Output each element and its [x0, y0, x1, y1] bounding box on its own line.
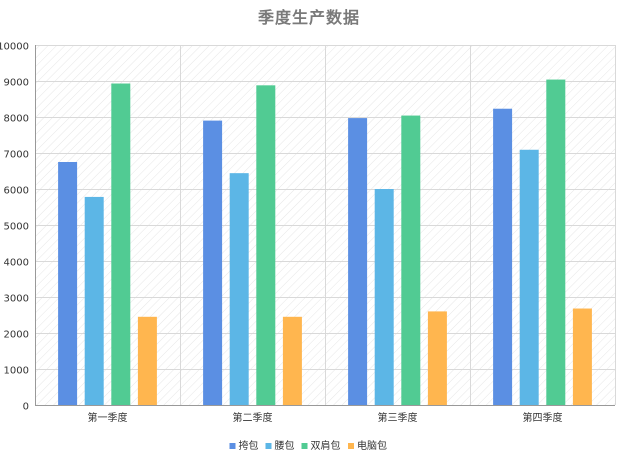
- y-tick-label: 7000: [4, 150, 29, 161]
- y-tick-label: 1000: [4, 366, 29, 377]
- x-tick-label: 第三季度: [378, 411, 418, 424]
- y-tick-label: 3000: [4, 294, 29, 305]
- y-tick-label: 6000: [4, 186, 29, 197]
- bar[interactable]: [546, 79, 566, 405]
- y-tick-label: 0: [23, 402, 29, 413]
- legend-label: 双肩包: [311, 439, 341, 452]
- legend-label: 挎包: [239, 439, 259, 452]
- legend-swatch: [229, 443, 236, 449]
- legend-item[interactable]: 电脑包: [348, 439, 387, 452]
- bar[interactable]: [519, 149, 539, 405]
- bar[interactable]: [111, 83, 131, 406]
- bar[interactable]: [348, 118, 368, 405]
- legend-item[interactable]: 双肩包: [301, 439, 341, 452]
- y-tick-label: 4000: [4, 258, 29, 269]
- bar[interactable]: [256, 85, 276, 405]
- bar[interactable]: [203, 120, 223, 405]
- x-tick-label: 第二季度: [233, 411, 273, 424]
- y-tick-label: 2000: [4, 330, 29, 341]
- chart-title: 季度生产数据: [257, 8, 360, 27]
- bars: [58, 79, 592, 406]
- bar[interactable]: [58, 162, 78, 405]
- bar[interactable]: [401, 115, 421, 405]
- legend[interactable]: 挎包 腰包 双肩包 电脑包: [229, 439, 388, 452]
- bar[interactable]: [572, 308, 592, 405]
- x-tick-label: 第四季度: [523, 411, 563, 424]
- bar[interactable]: [84, 196, 104, 405]
- bar[interactable]: [282, 316, 302, 405]
- bar[interactable]: [374, 189, 394, 405]
- y-tick-label: 9000: [4, 78, 29, 89]
- bar[interactable]: [137, 316, 157, 405]
- bar[interactable]: [427, 311, 447, 405]
- y-tick-label: 8000: [4, 114, 29, 125]
- legend-item[interactable]: 挎包: [229, 439, 259, 452]
- x-tick-label: 第一季度: [88, 411, 128, 424]
- bar[interactable]: [493, 108, 513, 405]
- y-tick-label: 10000: [0, 42, 29, 53]
- legend-label: 腰包: [275, 439, 295, 452]
- legend-swatch: [265, 443, 272, 449]
- legend-swatch: [348, 443, 354, 449]
- axes: 0 1000 2000 3000 4000 5000 6000 7000 8000 9000 100…: [0, 42, 615, 424]
- legend-item[interactable]: 腰包: [265, 439, 295, 452]
- y-tick-label: 5000: [4, 222, 29, 233]
- legend-swatch: [301, 443, 308, 449]
- bar[interactable]: [229, 173, 249, 405]
- legend-label: 电脑包: [357, 439, 387, 452]
